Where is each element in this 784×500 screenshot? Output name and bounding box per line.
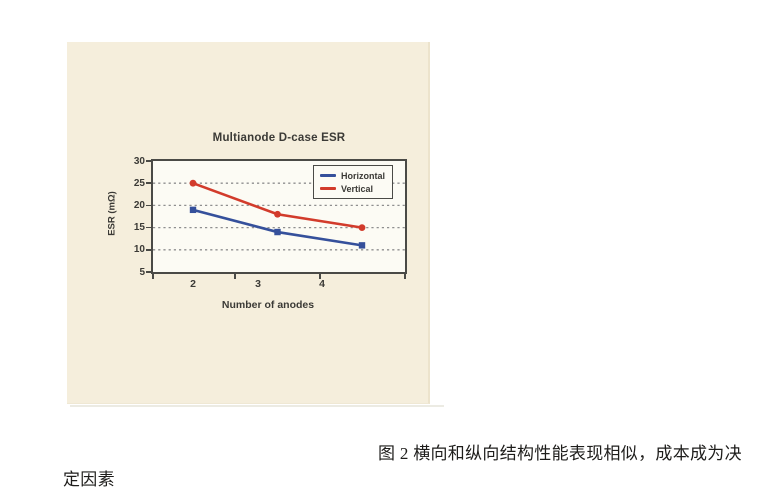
- y-tick-label-25: 25: [133, 177, 145, 189]
- figure-caption-line2: 定因素: [63, 470, 115, 489]
- x-tick-label-4: 4: [319, 278, 325, 290]
- y-tick-mark-30: [145, 160, 151, 162]
- y-tick-mark-10: [145, 249, 151, 251]
- y-tick-mark-5: [145, 271, 151, 273]
- y-tick-label-20: 20: [133, 199, 145, 211]
- legend-label-vertical: Vertical: [341, 183, 374, 194]
- x-axis-title: Number of anodes: [221, 299, 315, 311]
- y-tick-label-15: 15: [133, 222, 145, 234]
- y-tick-mark-20: [145, 204, 151, 207]
- legend-swatch-horizontal: [320, 174, 336, 177]
- legend-item-horizontal: Horizontal: [320, 169, 387, 182]
- plot-area: Horizontal Vertical: [151, 159, 407, 274]
- legend-swatch-vertical: [320, 187, 336, 190]
- y-tick-mark-15: [145, 226, 151, 229]
- marker-horizontal-0: [189, 206, 197, 214]
- legend: Horizontal Vertical: [313, 165, 393, 199]
- x-tick-mark-3: [404, 274, 406, 279]
- marker-horizontal-1: [274, 228, 281, 236]
- x-tick-mark-0: [152, 274, 154, 279]
- x-tick-label-2: 2: [190, 278, 196, 290]
- x-tick-mark-1: [234, 274, 236, 279]
- marker-horizontal-2: [358, 242, 366, 249]
- y-tick-label-30: 30: [133, 155, 145, 167]
- x-tick-mark-2: [319, 274, 321, 279]
- y-axis-title: ESR (mΩ): [106, 191, 118, 236]
- figure-caption-line1: 图 2 横向和纵向结构性能表现相似，成本成为决: [378, 444, 742, 463]
- marker-vertical-2: [358, 224, 366, 231]
- y-tick-label-5: 5: [139, 266, 145, 278]
- legend-label-horizontal: Horizontal: [341, 170, 385, 181]
- x-tick-label-3: 3: [255, 278, 261, 290]
- marker-vertical-0: [189, 179, 197, 187]
- panel-shadow: [70, 405, 444, 407]
- chart-title: Multianode D-case ESR: [212, 132, 346, 144]
- legend-item-vertical: Vertical: [320, 182, 387, 195]
- marker-vertical-1: [274, 210, 281, 218]
- y-tick-mark-25: [145, 182, 151, 184]
- y-tick-label-10: 10: [133, 244, 145, 256]
